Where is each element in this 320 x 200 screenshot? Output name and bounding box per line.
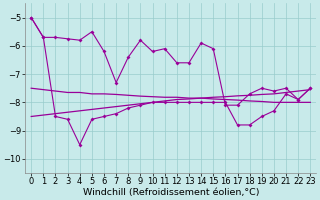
X-axis label: Windchill (Refroidissement éolien,°C): Windchill (Refroidissement éolien,°C)	[83, 188, 259, 197]
